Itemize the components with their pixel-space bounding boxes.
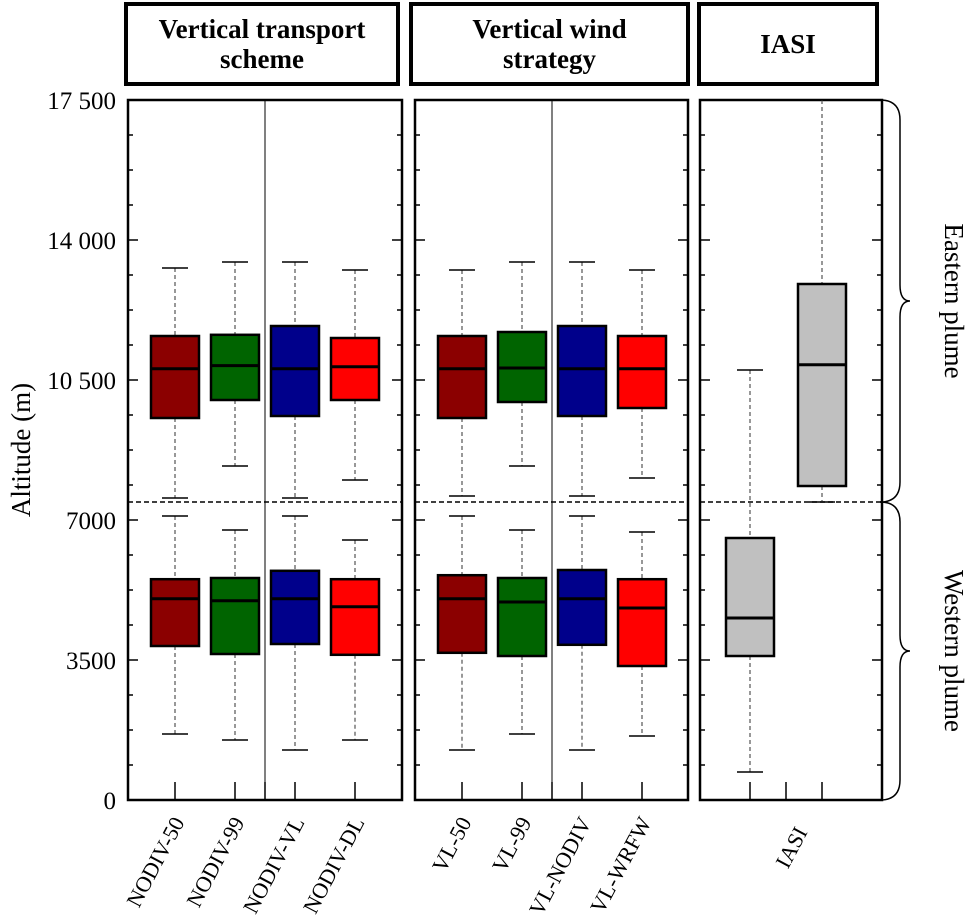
x-tick-label: NODIV-DL [298,813,370,918]
x-tick-label: NODIV-99 [181,813,249,911]
panel-frames [126,98,884,802]
box-iqr [209,333,261,402]
box-plot-item [616,531,668,737]
box-iqr [329,336,381,402]
box-plot-item [269,261,321,499]
box-plot-item [616,269,668,479]
box-iqr [556,324,608,418]
panel-title: IASI [760,29,816,59]
y-tick-label: 17 500 [47,88,116,115]
y-tick-label: 14 000 [47,228,116,255]
box-iqr [496,576,548,658]
x-tick-label: IASI [770,823,812,873]
x-tick-label: VL-99 [487,813,537,877]
panel-frame [698,98,884,802]
y-tick-label: 7000 [66,508,116,535]
x-tick-label: VL-50 [427,813,477,877]
region-brace [879,501,911,801]
box-plot-item [796,99,848,503]
box-plot-item [496,261,548,467]
box-plot-item [496,529,548,735]
panel-title-box [124,2,400,86]
box-iqr [556,568,608,647]
box-iqr [209,576,261,656]
box-iqr [436,334,488,420]
box-iqr [796,282,848,488]
x-tick-label: VL-WRFW [585,812,657,917]
panel-titles: Vertical transport scheme Vertical wind str… [124,2,879,86]
box-iqr [149,577,201,648]
box-plot-item [269,515,321,751]
y-tick-label: 10 500 [47,368,116,395]
box-plot-item [436,515,488,751]
box-iqr [269,569,321,646]
box-plot-item [556,515,608,751]
box-marks [149,99,848,773]
box-iqr [149,334,201,420]
y-tick-label: 0 [104,788,117,815]
region-brace [879,99,911,503]
box-iqr [269,324,321,418]
panel-title-box [697,2,879,86]
y-tick-label: 3500 [66,648,116,675]
box-iqr [616,334,668,410]
box-plot-item [329,539,381,741]
box-iqr [436,573,488,655]
box-plot-item [149,267,201,499]
box-plot-item [724,369,776,773]
box-iqr [616,577,668,668]
panel-title-box [409,2,690,86]
x-tick-label: NODIV-VL [238,813,310,918]
panel-title: Vertical wind strategy [472,14,626,74]
y-axis-label: Altitude (m) [6,383,36,517]
box-iqr [329,577,381,657]
box-plot-item [329,269,381,481]
box-plot-item [149,515,201,735]
panel-title: Vertical transport scheme [159,14,366,74]
box-plot-item [209,261,261,467]
y-axis: 0 3500 7000 10 500 14 000 17 500 [47,88,116,815]
region-label: Western plume [939,570,969,732]
x-tick-label: NODIV-50 [121,813,189,911]
region-label: Eastern plume [939,223,969,378]
box-iqr [724,536,776,658]
box-plot-item [556,261,608,497]
box-plot-item [209,529,261,741]
region-annotations: Eastern plume Western plume [879,99,969,801]
box-plot-item [436,269,488,497]
